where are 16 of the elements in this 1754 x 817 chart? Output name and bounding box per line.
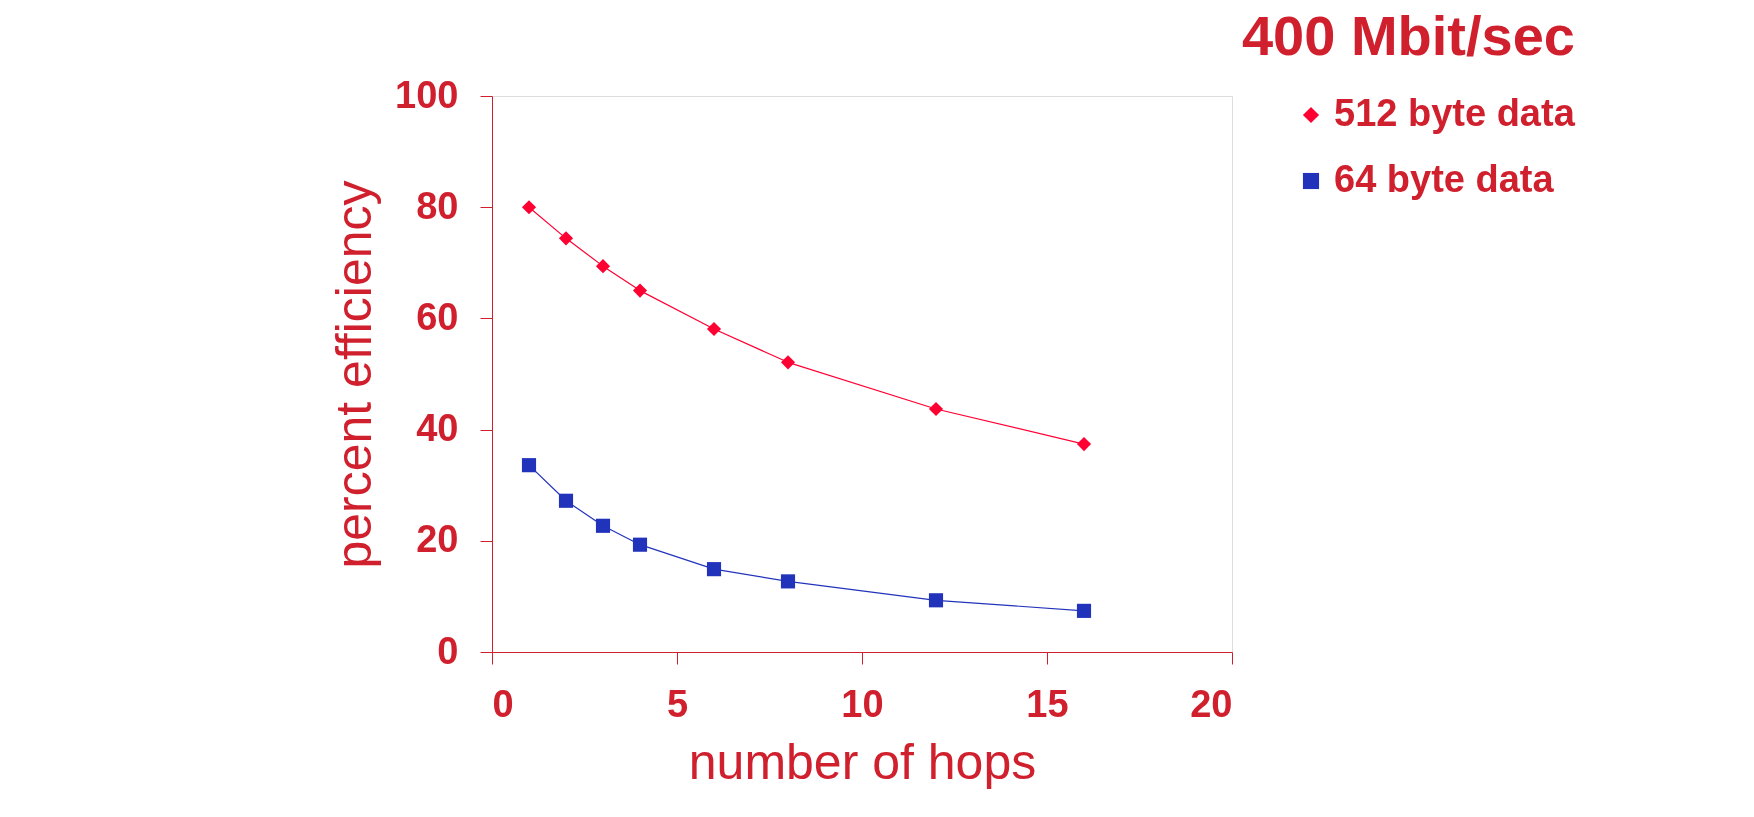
y-tick-label: 40 bbox=[416, 407, 459, 450]
x-tick-label: 5 bbox=[666, 682, 689, 725]
text: 400 Mbit/sec bbox=[1241, 4, 1575, 67]
legend-label: 64 byte data bbox=[1334, 158, 1555, 200]
x-axis-title: number of hops bbox=[688, 733, 1037, 790]
y-tick-label: 100 bbox=[395, 73, 459, 116]
y-tick-label: 80 bbox=[416, 184, 459, 227]
x-tick-label: 0 bbox=[492, 682, 514, 725]
y-tick-label: 60 bbox=[416, 295, 459, 338]
y-axis-title: percent efficiency bbox=[326, 180, 383, 569]
x-tick-label: 10 bbox=[841, 682, 884, 725]
y-tick-label: 20 bbox=[416, 518, 459, 561]
y-tick-label: 0 bbox=[437, 629, 459, 672]
x-tick-label: 15 bbox=[1026, 682, 1069, 725]
legend-label: 512 byte data bbox=[1334, 92, 1576, 134]
x-tick-label: 20 bbox=[1190, 682, 1233, 725]
